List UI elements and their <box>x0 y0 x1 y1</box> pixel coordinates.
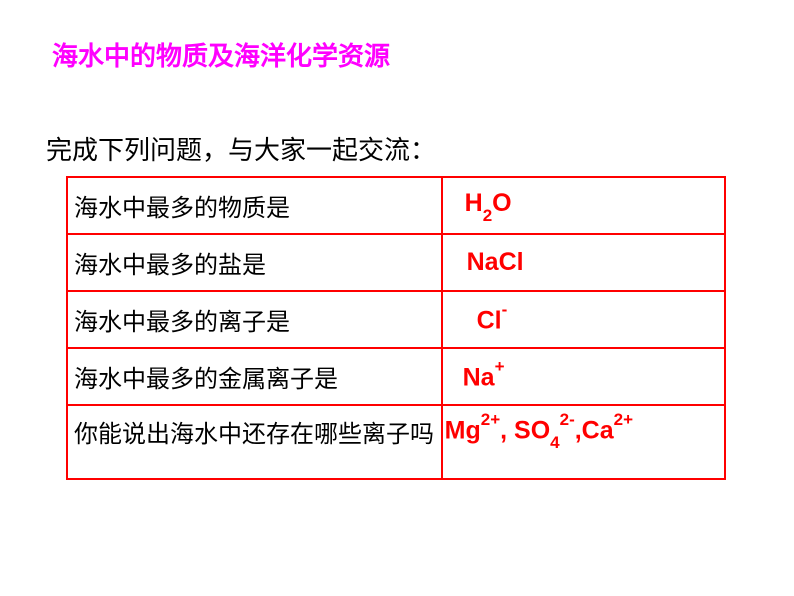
question-cell: 海水中最多的金属离子是 <box>67 348 442 405</box>
formula-part: 2- <box>560 410 575 429</box>
formula-part: 2+ <box>481 410 500 429</box>
qa-table: 海水中最多的物质是 H2O 海水中最多的盐是 NaCl 海水中最多的离子是 Cl… <box>66 176 726 480</box>
formula-part: 2+ <box>614 410 633 429</box>
slide-title: 海水中的物质及海洋化学资源 <box>52 36 390 73</box>
answer-cell: Na+ <box>442 348 725 405</box>
answer-cell: H2O <box>442 177 725 234</box>
answer-cell: Cl- <box>442 291 725 348</box>
table-row: 海水中最多的离子是 Cl- <box>67 291 725 348</box>
answer-cell: NaCl <box>442 234 725 291</box>
formula-part: + <box>495 357 505 376</box>
formula-part: Mg <box>445 416 481 444</box>
formula-part: 2 <box>483 206 492 225</box>
formula-part: - <box>502 300 508 319</box>
qa-table-container: 海水中最多的物质是 H2O 海水中最多的盐是 NaCl 海水中最多的离子是 Cl… <box>66 176 726 480</box>
question-cell: 你能说出海水中还存在哪些离子吗 <box>67 405 442 479</box>
question-cell: 海水中最多的物质是 <box>67 177 442 234</box>
question-cell: 海水中最多的离子是 <box>67 291 442 348</box>
formula-part: H <box>465 189 483 217</box>
formula-part: 4 <box>550 433 559 452</box>
table-row: 海水中最多的金属离子是 Na+ <box>67 348 725 405</box>
formula-part: NaCl <box>467 248 524 276</box>
answer-cell: Mg2+, SO42-,Ca2+ <box>442 405 725 479</box>
table-row: 海水中最多的盐是 NaCl <box>67 234 725 291</box>
table-row: 你能说出海水中还存在哪些离子吗 Mg2+, SO42-,Ca2+ <box>67 405 725 479</box>
formula-part: , SO <box>500 416 550 444</box>
formula-part: Na <box>463 363 495 391</box>
formula-part: O <box>492 189 511 217</box>
formula-part: ,Ca <box>575 416 614 444</box>
formula-part: Cl <box>477 306 502 334</box>
table-row: 海水中最多的物质是 H2O <box>67 177 725 234</box>
slide-subtitle: 完成下列问题，与大家一起交流： <box>46 130 436 167</box>
question-cell: 海水中最多的盐是 <box>67 234 442 291</box>
